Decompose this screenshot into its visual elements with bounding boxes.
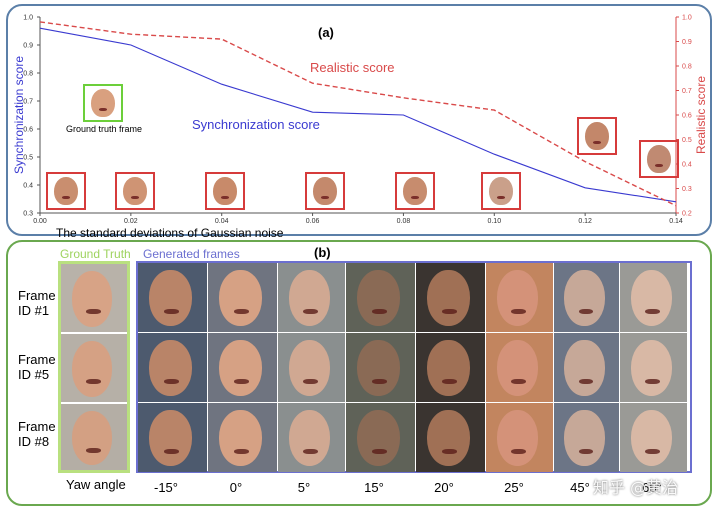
left-y-tick-label: 0.5: [23, 155, 33, 162]
x-tick-label: 0.12: [578, 218, 592, 225]
ground-truth-face-image: [61, 334, 127, 402]
ground-truth-caption: Ground truth frame: [66, 124, 143, 134]
x-tick-label: 0.00: [33, 218, 47, 225]
noise-sample-face-image: [639, 140, 679, 178]
generated-face-image: [554, 403, 619, 472]
noise-sample-face-image: [115, 172, 155, 210]
generated-face-image: [278, 403, 345, 472]
realistic-score-series-label: Realistic score: [310, 60, 395, 75]
right-y-tick-label: 0.6: [682, 113, 692, 120]
panel-a: [6, 4, 712, 236]
realistic-score-line: [39, 21, 677, 207]
ground-truth-face-image: [61, 404, 127, 470]
generated-face-image: [620, 403, 687, 472]
noise-sample-face-image: [395, 172, 435, 210]
x-axis-label: The standard deviations of Gaussian nois…: [56, 226, 284, 240]
line-chart: 0.00 0.02 0.04 0.06 0.08 0.10 0.12 0.14 0.3 0.4 0.…: [12, 15, 708, 241]
ground-truth-face-image: [61, 264, 127, 332]
generated-face-image: [138, 403, 207, 472]
yaw-angle-value: 15°: [364, 480, 384, 495]
right-y-tick-label: 0.9: [682, 39, 692, 46]
generated-face-image: [138, 263, 207, 332]
watermark: 知乎 @黄治: [593, 478, 679, 497]
generated-frames-grid: [136, 261, 692, 473]
generated-face-image: [554, 263, 619, 332]
right-y-axis-label: Realistic score: [694, 76, 708, 154]
ground-truth-column: [58, 261, 130, 473]
left-y-axis-label: Synchronization score: [12, 56, 26, 174]
panel-b-label: (b): [314, 245, 331, 260]
left-y-tick-label: 0.8: [23, 71, 33, 78]
generated-face-image: [486, 263, 553, 332]
yaw-angle-value: 65°: [642, 480, 662, 495]
right-y-tick-label: 1.0: [682, 15, 692, 22]
generated-face-image: [208, 263, 277, 332]
left-y-tick-label: 0.3: [23, 211, 33, 218]
ground-truth-face-image: [83, 84, 123, 122]
generated-face-image: [486, 403, 553, 472]
right-y-tick-label: 0.5: [682, 137, 692, 144]
left-y-tick-label: 0.4: [23, 183, 33, 190]
noise-sample-face-image: [481, 172, 521, 210]
generated-face-image: [620, 263, 687, 332]
noise-sample-face-image: [577, 117, 617, 155]
yaw-angle-value: 45°: [570, 480, 590, 495]
x-tick-label: 0.02: [124, 218, 138, 225]
x-tick-label: 0.10: [487, 218, 501, 225]
generated-face-image: [416, 403, 485, 472]
yaw-angle-label: Yaw angle: [66, 477, 126, 492]
generated-face-image: [416, 263, 485, 332]
panel-a-label: (a): [318, 25, 334, 40]
ground-truth-legend: Ground Truth: [60, 247, 131, 261]
generated-face-image: [138, 333, 207, 402]
x-tick-label: 0.08: [397, 218, 411, 225]
panel-b: [6, 240, 712, 506]
row-label-frame-5: Frame ID #5: [18, 352, 56, 382]
generated-face-image: [346, 333, 415, 402]
noise-sample-face-image: [46, 172, 86, 210]
yaw-angle-value: 20°: [434, 480, 454, 495]
yaw-angle-value: 5°: [297, 480, 311, 495]
generated-face-image: [486, 333, 553, 402]
synchronization-score-series-label: Synchronization score: [192, 117, 320, 132]
generated-face-image: [346, 263, 415, 332]
x-tick-label: 0.14: [669, 218, 683, 225]
generated-face-image: [554, 333, 619, 402]
generated-face-image: [278, 263, 345, 332]
generated-frames-legend: Generated frames: [143, 247, 240, 261]
yaw-angle-value: 0°: [229, 480, 243, 495]
generated-face-image: [208, 403, 277, 472]
noise-sample-face-image: [305, 172, 345, 210]
generated-face-image: [278, 333, 345, 402]
generated-face-image: [208, 333, 277, 402]
yaw-angle-value: -15°: [154, 480, 178, 495]
row-label-frame-8: Frame ID #8: [18, 419, 56, 449]
right-y-tick-label: 0.4: [682, 162, 692, 169]
generated-face-image: [346, 403, 415, 472]
x-tick-label: 0.04: [215, 218, 229, 225]
left-y-tick-label: 1.0: [23, 15, 33, 22]
generated-face-image: [416, 333, 485, 402]
noise-sample-face-image: [205, 172, 245, 210]
right-y-tick-label: 0.7: [682, 88, 692, 95]
yaw-angle-value: 25°: [504, 480, 524, 495]
generated-face-image: [620, 333, 687, 402]
left-y-tick-label: 0.6: [23, 127, 33, 134]
right-y-tick-label: 0.8: [682, 64, 692, 71]
left-y-tick-label: 0.7: [23, 99, 33, 106]
right-y-tick-label: 0.3: [682, 186, 692, 193]
x-tick-label: 0.06: [306, 218, 320, 225]
synchronization-score-line: [39, 27, 677, 203]
left-y-tick-label: 0.9: [23, 43, 33, 50]
right-y-tick-label: 0.2: [682, 211, 692, 218]
row-label-frame-1: Frame ID #1: [18, 288, 56, 318]
